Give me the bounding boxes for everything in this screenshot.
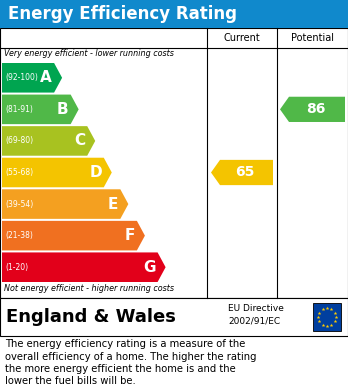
Polygon shape: [211, 160, 273, 185]
Text: Not energy efficient - higher running costs: Not energy efficient - higher running co…: [4, 284, 174, 293]
Text: D: D: [89, 165, 102, 180]
Bar: [0, 298, 348, 336]
Text: A: A: [40, 70, 52, 85]
Text: F: F: [125, 228, 135, 243]
Text: E: E: [108, 197, 118, 212]
Text: Very energy efficient - lower running costs: Very energy efficient - lower running co…: [4, 49, 174, 58]
Text: EU Directive: EU Directive: [228, 304, 284, 313]
Text: (39-54): (39-54): [5, 199, 33, 208]
Text: England & Wales: England & Wales: [6, 308, 176, 326]
Text: the more energy efficient the home is and the: the more energy efficient the home is an…: [5, 364, 236, 374]
Text: (1-20): (1-20): [5, 263, 28, 272]
Bar: [0, 0, 348, 28]
Text: (81-91): (81-91): [5, 105, 33, 114]
Text: 2002/91/EC: 2002/91/EC: [228, 316, 280, 325]
Text: B: B: [57, 102, 69, 117]
Text: overall efficiency of a home. The higher the rating: overall efficiency of a home. The higher…: [5, 352, 256, 362]
Polygon shape: [280, 97, 345, 122]
Text: Energy Efficiency Rating: Energy Efficiency Rating: [8, 5, 237, 23]
Text: (55-68): (55-68): [5, 168, 33, 177]
Polygon shape: [2, 253, 166, 282]
Polygon shape: [2, 158, 112, 187]
Text: (92-100): (92-100): [5, 73, 38, 82]
Text: lower the fuel bills will be.: lower the fuel bills will be.: [5, 377, 136, 386]
Polygon shape: [2, 95, 79, 124]
Polygon shape: [2, 189, 128, 219]
Bar: [0, 28, 348, 298]
Polygon shape: [2, 126, 95, 156]
Text: G: G: [143, 260, 156, 275]
Text: Potential: Potential: [291, 33, 334, 43]
Text: 86: 86: [306, 102, 325, 117]
Text: The energy efficiency rating is a measure of the: The energy efficiency rating is a measur…: [5, 339, 245, 349]
Polygon shape: [2, 63, 62, 93]
Text: (69-80): (69-80): [5, 136, 33, 145]
Text: C: C: [74, 133, 85, 149]
Polygon shape: [2, 221, 145, 250]
Text: 65: 65: [235, 165, 255, 179]
Text: Current: Current: [224, 33, 260, 43]
Text: (21-38): (21-38): [5, 231, 33, 240]
Bar: [313, 303, 341, 331]
